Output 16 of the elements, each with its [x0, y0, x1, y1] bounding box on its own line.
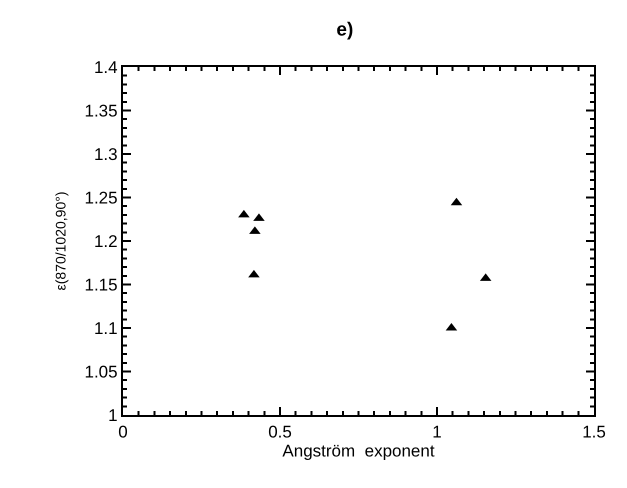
x-tick-label: 0	[118, 422, 128, 442]
y-tick-label: 1.4	[94, 58, 118, 77]
y-tick-label: 1.25	[84, 188, 118, 208]
y-tick-label: 1.35	[84, 101, 118, 120]
x-tick-label: 1.5	[582, 422, 606, 442]
x-tick-label: 0.5	[268, 422, 292, 442]
y-tick-label: 1	[108, 406, 118, 425]
x-tick-label: 1	[432, 422, 442, 442]
chart-title: e)	[336, 19, 354, 40]
x-axis-title: Angström exponent	[282, 441, 435, 460]
y-axis-title: ε(870/1020,90°)	[52, 191, 69, 291]
y-tick-label: 1.2	[94, 232, 118, 251]
y-tick-label: 1.1	[94, 318, 118, 338]
y-tick-label: 1.05	[84, 362, 118, 382]
y-tick-label: 1.3	[94, 144, 118, 164]
y-tick-label: 1.15	[84, 275, 118, 294]
